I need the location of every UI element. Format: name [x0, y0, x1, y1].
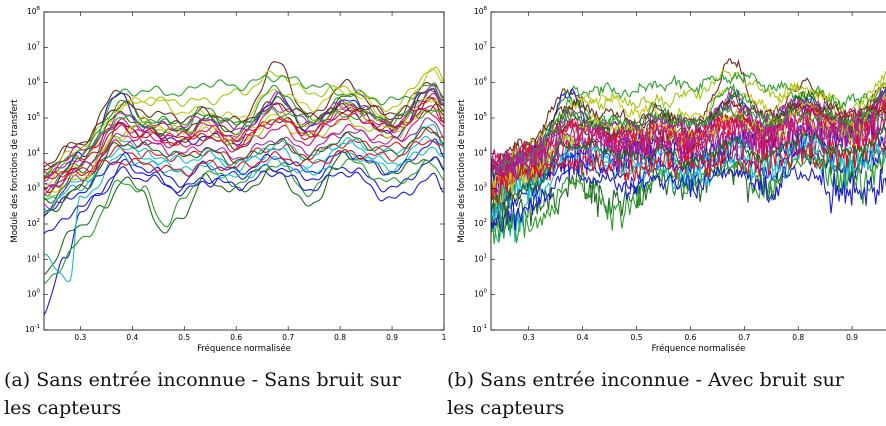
figure: 0.3 0.4 0.5 0.6 0.7 0.8 0.9 1 10-1 100 101 102 103 10…	[10, 6, 886, 354]
y-tick-label: 102	[474, 218, 487, 228]
y-axis-label: Module des fonctions de transfert	[457, 99, 467, 243]
series-line	[44, 67, 444, 186]
y-tick-label: 105	[27, 112, 41, 122]
x-tick-label: 0.7	[282, 333, 294, 342]
x-tick-label: 0.9	[386, 333, 398, 342]
plot-frame	[43, 11, 445, 331]
series-line	[44, 156, 444, 316]
y-tick-label: 107	[27, 41, 41, 51]
series-line	[44, 140, 444, 194]
series-line	[491, 71, 886, 180]
series-line	[44, 97, 444, 180]
series-line	[44, 146, 444, 213]
caption-a-line-2: les capteurs	[4, 397, 122, 419]
y-tick-label: 105	[474, 112, 488, 122]
x-tick-label: 0.4	[126, 333, 138, 342]
y-tick-label: 100	[474, 289, 488, 299]
x-tick-label: 0.6	[684, 333, 696, 342]
y-axis-label: Module des fonctions de transfert	[10, 99, 20, 243]
y-tick-label: 106	[27, 77, 41, 87]
series-line	[44, 166, 444, 235]
series-line	[44, 149, 444, 275]
y-tick-label: 104	[474, 147, 488, 157]
y-tick-label: 103	[27, 183, 41, 193]
series-group	[44, 61, 444, 316]
chart-panel-a: 0.3 0.4 0.5 0.6 0.7 0.8 0.9 1 10-1 100 101 102 103 10…	[10, 6, 447, 354]
caption-b: (b) Sans entrée inconnue - Avec bruit su…	[447, 366, 844, 422]
x-axis-label: Fréquence normalisée	[652, 343, 746, 354]
y-tick-label: 10-1	[25, 324, 40, 334]
y-tick-label: 106	[474, 77, 488, 87]
series-line	[44, 61, 444, 171]
series-line	[491, 151, 886, 244]
series-line	[44, 127, 444, 213]
caption-a: (a) Sans entrée inconnue - Sans bruit su…	[4, 366, 401, 422]
x-tick-label: 0.6	[230, 333, 242, 342]
series-line	[44, 97, 444, 194]
y-tick-label: 10-1	[472, 324, 487, 334]
chart-panel-b: 0.3 0.4 0.5 0.6 0.7 0.8 0.9 10-1 100 101 102 103 104…	[457, 6, 886, 354]
y-tick-label: 101	[27, 253, 40, 263]
series-line	[44, 158, 444, 284]
series-line	[44, 100, 444, 168]
y-tick-label: 108	[27, 6, 41, 16]
x-tick-label: 0.8	[334, 333, 346, 342]
y-tick-label: 107	[474, 41, 488, 51]
series-line	[491, 103, 886, 176]
x-tick-label: 0.9	[846, 333, 858, 342]
x-tick-label: 0.3	[74, 333, 86, 342]
x-axis-label: Fréquence normalisée	[197, 343, 291, 354]
y-tick-label: 101	[474, 253, 487, 263]
series-line	[44, 123, 444, 283]
caption-b-line-2: les capteurs	[447, 397, 565, 419]
y-tick-label: 102	[27, 218, 40, 228]
x-tick-label: 0.3	[523, 333, 535, 342]
plot-frame	[490, 11, 886, 331]
series-line	[491, 164, 886, 234]
x-tick-label: 0.7	[738, 333, 750, 342]
series-line	[491, 132, 886, 205]
caption-a-line-1: (a) Sans entrée inconnue - Sans bruit su…	[4, 369, 401, 391]
x-tick-label: 0.8	[792, 333, 804, 342]
x-tick-label: 0.5	[631, 333, 643, 342]
x-tick-label: 1	[442, 333, 447, 342]
series-line	[44, 88, 444, 204]
caption-b-line-1: (b) Sans entrée inconnue - Avec bruit su…	[447, 369, 844, 391]
series-line	[44, 108, 444, 177]
series-line	[44, 75, 444, 179]
x-tick-label: 0.4	[577, 333, 589, 342]
y-tick-label: 103	[474, 183, 488, 193]
series-line	[491, 123, 886, 232]
y-tick-label: 100	[27, 289, 41, 299]
y-tick-label: 104	[27, 147, 41, 157]
y-tick-label: 108	[474, 6, 488, 16]
series-line	[44, 117, 444, 196]
series-line	[491, 113, 886, 182]
x-tick-label: 0.5	[178, 333, 190, 342]
series-group	[491, 58, 886, 244]
